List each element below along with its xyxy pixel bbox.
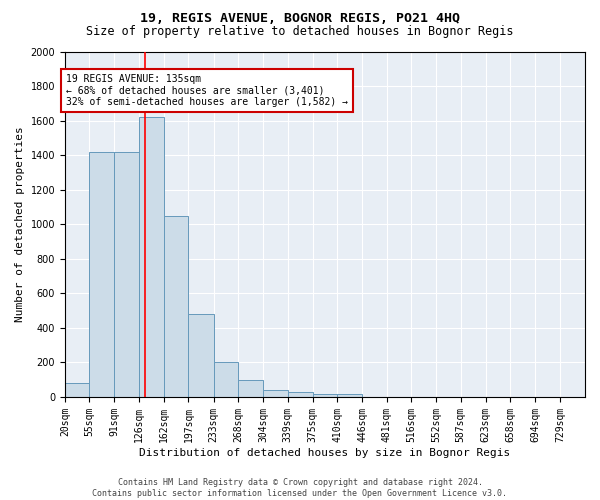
Bar [263, 390, 287, 397]
Bar [287, 392, 313, 397]
Bar [89, 152, 115, 397]
Bar [115, 152, 139, 397]
Bar [65, 383, 89, 397]
X-axis label: Distribution of detached houses by size in Bognor Regis: Distribution of detached houses by size … [139, 448, 511, 458]
Text: 19 REGIS AVENUE: 135sqm
← 68% of detached houses are smaller (3,401)
32% of semi: 19 REGIS AVENUE: 135sqm ← 68% of detache… [66, 74, 348, 107]
Bar [188, 314, 214, 397]
Text: Contains HM Land Registry data © Crown copyright and database right 2024.
Contai: Contains HM Land Registry data © Crown c… [92, 478, 508, 498]
Bar [337, 394, 362, 397]
Bar [139, 117, 164, 397]
Bar [164, 216, 188, 397]
Text: 19, REGIS AVENUE, BOGNOR REGIS, PO21 4HQ: 19, REGIS AVENUE, BOGNOR REGIS, PO21 4HQ [140, 12, 460, 26]
Bar [238, 380, 263, 397]
Text: Size of property relative to detached houses in Bognor Regis: Size of property relative to detached ho… [86, 25, 514, 38]
Bar [313, 394, 337, 397]
Y-axis label: Number of detached properties: Number of detached properties [15, 126, 25, 322]
Bar [214, 362, 238, 397]
